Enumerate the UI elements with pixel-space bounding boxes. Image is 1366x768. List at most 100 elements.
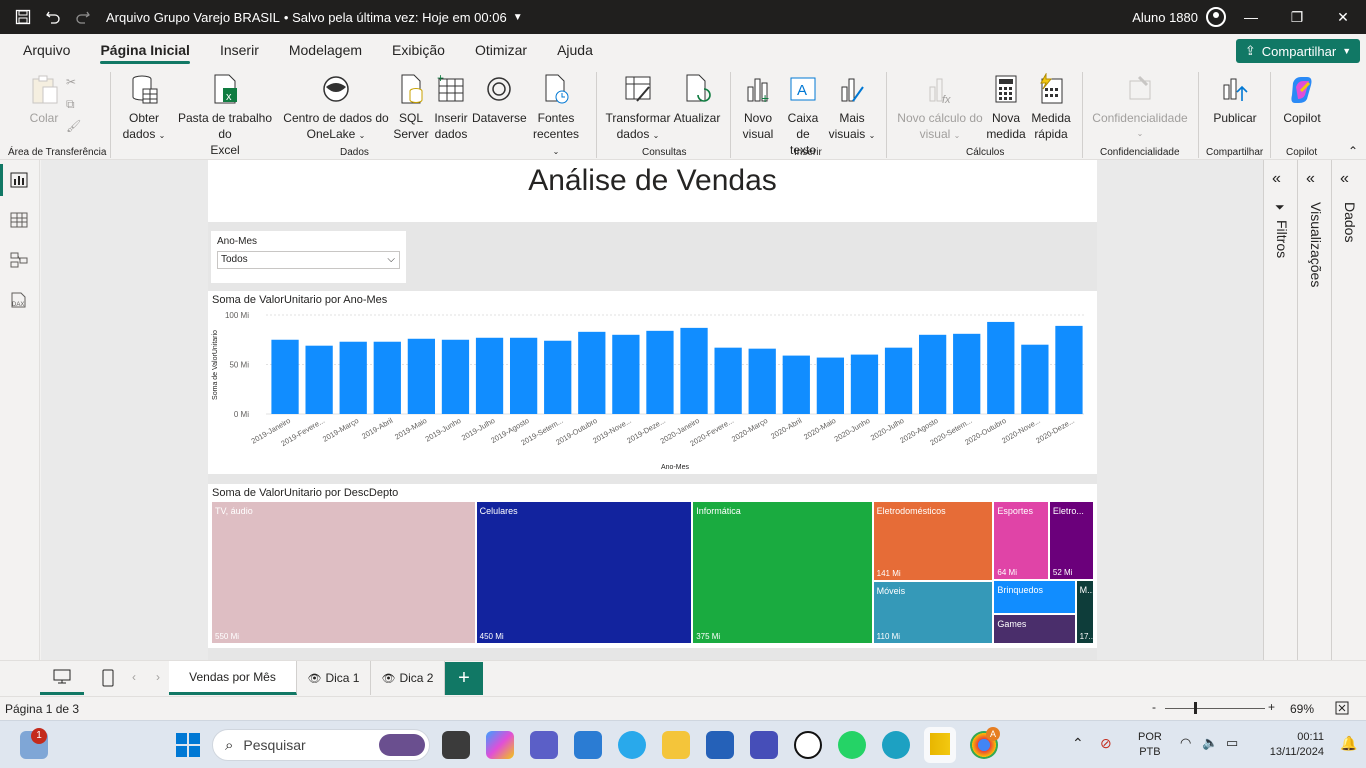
zoom-slider-thumb[interactable] <box>1194 702 1197 714</box>
language-indicator[interactable]: POR PTB <box>1138 730 1162 760</box>
mobile-layout-icon[interactable] <box>86 661 130 695</box>
zoom-slider[interactable] <box>1165 708 1265 709</box>
model-view-icon[interactable] <box>10 252 30 270</box>
expand-chevron-icon[interactable]: « <box>1340 170 1349 187</box>
save-icon[interactable] <box>8 0 38 34</box>
wifi-icon[interactable]: ◠ <box>1180 735 1192 750</box>
teams-work-icon[interactable] <box>750 731 778 759</box>
excel-workbook-button[interactable]: x Pasta de trabalho do Excel <box>170 72 280 158</box>
page-tab-dica1[interactable]: 👁 Dica 1 <box>297 661 371 695</box>
tab-pagina-inicial[interactable]: Página Inicial <box>85 34 204 66</box>
copilot-app-icon[interactable] <box>486 731 514 759</box>
expand-chevron-icon[interactable]: « <box>1306 170 1315 187</box>
collapse-ribbon-icon[interactable]: ⌃ <box>1347 144 1358 158</box>
visualizations-pane[interactable]: « Visualizações <box>1297 160 1331 660</box>
zoom-out-button[interactable]: - <box>1152 700 1156 714</box>
enter-data-button[interactable]: + Inserir dados <box>432 72 470 142</box>
tab-arquivo[interactable]: Arquivo <box>23 42 71 58</box>
tab-inserir[interactable]: Inserir <box>219 42 259 58</box>
zoom-in-button[interactable]: + <box>1268 700 1276 714</box>
close-button[interactable]: ✕ <box>1337 8 1349 25</box>
chevron-down-icon[interactable]: ▼ <box>512 11 523 23</box>
battery-icon[interactable]: ▭ <box>1226 735 1239 750</box>
bar-chart-card[interactable]: Soma de ValorUnitario por Ano-Mes 0 Mi 50… <box>208 291 1097 474</box>
page-tab-vendas[interactable]: Vendas por Mês <box>169 661 297 695</box>
treemap-tile[interactable]: TV, áudio 550 Mi <box>211 501 476 644</box>
report-view-icon[interactable] <box>10 172 30 190</box>
bird-app-icon[interactable] <box>574 731 602 759</box>
dax-query-view-icon[interactable]: DAX <box>10 292 30 310</box>
redo-icon[interactable] <box>68 0 98 34</box>
publish-button[interactable]: Publicar <box>1206 72 1264 126</box>
treemap-tile[interactable]: Eletrodomésticos 141 Mi <box>872 501 994 582</box>
notifications-icon[interactable]: 🔔 <box>1340 735 1358 751</box>
network-alert-icon[interactable]: ⊘ <box>1100 735 1112 751</box>
file-explorer-icon[interactable] <box>662 731 690 759</box>
transform-data-button[interactable]: Transformar dados ⌄ <box>604 72 672 144</box>
paste-button[interactable]: Colar <box>26 72 62 126</box>
dell-icon[interactable] <box>794 731 822 759</box>
treemap-tile[interactable]: Games <box>993 613 1076 644</box>
refresh-button[interactable]: Atualizar <box>672 72 722 126</box>
scroll-right-icon[interactable]: › <box>156 670 160 684</box>
new-visual-calc-button[interactable]: fx Novo cálculo do visual ⌄ <box>894 72 986 144</box>
treemap-tile[interactable]: Informática 375 Mi <box>692 501 873 644</box>
slicer-card[interactable]: Ano-Mes Todos ⌵ <box>211 231 406 283</box>
copilot-button[interactable]: Copilot <box>1278 72 1326 126</box>
text-box-button[interactable]: A Caixa de texto <box>780 72 826 158</box>
sensitivity-button[interactable]: Confidencialidade ⌄ <box>1090 72 1190 142</box>
expand-chevron-icon[interactable]: « <box>1272 170 1281 187</box>
slicer-dropdown[interactable]: Todos ⌵ <box>217 251 400 269</box>
tab-ajuda[interactable]: Ajuda <box>557 42 593 58</box>
new-visual-button[interactable]: + Novo visual <box>738 72 778 142</box>
whatsapp-icon[interactable] <box>838 731 866 759</box>
data-pane[interactable]: « Dados <box>1331 160 1366 660</box>
minimize-button[interactable]: — <box>1244 9 1258 25</box>
add-page-button[interactable]: + <box>445 662 483 695</box>
new-measure-button[interactable]: Nova medida <box>986 72 1026 142</box>
get-data-button[interactable]: Obter dados ⌄ <box>118 72 170 144</box>
more-visuals-button[interactable]: Mais visuais ⌄ <box>828 72 876 144</box>
tab-exibicao[interactable]: Exibição <box>392 42 445 58</box>
page-tab-dica2[interactable]: 👁 Dica 2 <box>371 661 445 695</box>
tab-modelagem[interactable]: Modelagem <box>288 42 363 58</box>
teams-icon[interactable] <box>530 731 558 759</box>
copy-icon[interactable]: ⧉ <box>66 97 75 111</box>
treemap-tile[interactable]: Celulares 450 Mi <box>475 501 693 644</box>
treemap-tile[interactable]: Brinquedos <box>993 580 1076 614</box>
edge-icon[interactable] <box>882 731 910 759</box>
desktop-layout-icon[interactable] <box>40 661 84 695</box>
treemap-card[interactable]: Soma de ValorUnitario por DescDepto TV, … <box>208 484 1097 648</box>
user-account[interactable]: Aluno 1880 <box>1132 0 1226 34</box>
quick-measure-button[interactable]: Medida rápida <box>1028 72 1074 142</box>
undo-icon[interactable] <box>38 0 68 34</box>
clock[interactable]: 00:11 13/11/2024 <box>1258 730 1324 760</box>
dataverse-button[interactable]: Dataverse <box>472 72 527 126</box>
scroll-left-icon[interactable]: ‹ <box>132 670 136 684</box>
format-painter-icon[interactable]: 🖌 <box>66 119 82 133</box>
power-bi-active-icon[interactable] <box>924 727 956 763</box>
fit-to-page-icon[interactable] <box>1335 701 1349 718</box>
treemap-tile[interactable]: Eletro... 52 Mi <box>1048 501 1094 581</box>
treemap-tile[interactable]: Esportes 64 Mi <box>993 501 1049 581</box>
telegram-icon[interactable] <box>618 731 646 759</box>
sensitivity-label: Confidencialidade <box>1092 111 1188 125</box>
search-box[interactable]: ⌕ Pesquisar <box>212 729 430 761</box>
table-view-icon[interactable] <box>10 212 30 230</box>
sql-server-button[interactable]: SQL Server <box>392 72 430 142</box>
onelake-button[interactable]: Centro de dados do OneLake ⌄ <box>282 72 390 144</box>
treemap-tile[interactable]: Móveis 110 Mi <box>872 581 994 644</box>
recent-sources-button[interactable]: Fontes recentes ⌄ <box>528 72 584 160</box>
store-icon[interactable] <box>706 731 734 759</box>
filters-pane[interactable]: « ⏷ Filtros <box>1263 160 1297 660</box>
treemap-tile[interactable]: M... 17... <box>1075 580 1094 644</box>
cut-icon[interactable]: ✂ <box>66 75 77 89</box>
volume-icon[interactable]: 🔈 <box>1202 735 1219 750</box>
start-icon[interactable] <box>176 733 200 760</box>
chevron-up-icon[interactable]: ⌃ <box>1072 735 1084 751</box>
restore-button[interactable]: ❐ <box>1290 8 1304 25</box>
task-view-icon[interactable] <box>442 731 470 759</box>
share-button[interactable]: ⇪ Compartilhar ▼ <box>1236 39 1360 63</box>
tab-otimizar[interactable]: Otimizar <box>474 42 528 58</box>
title-card[interactable]: Análise de Vendas <box>208 160 1097 222</box>
